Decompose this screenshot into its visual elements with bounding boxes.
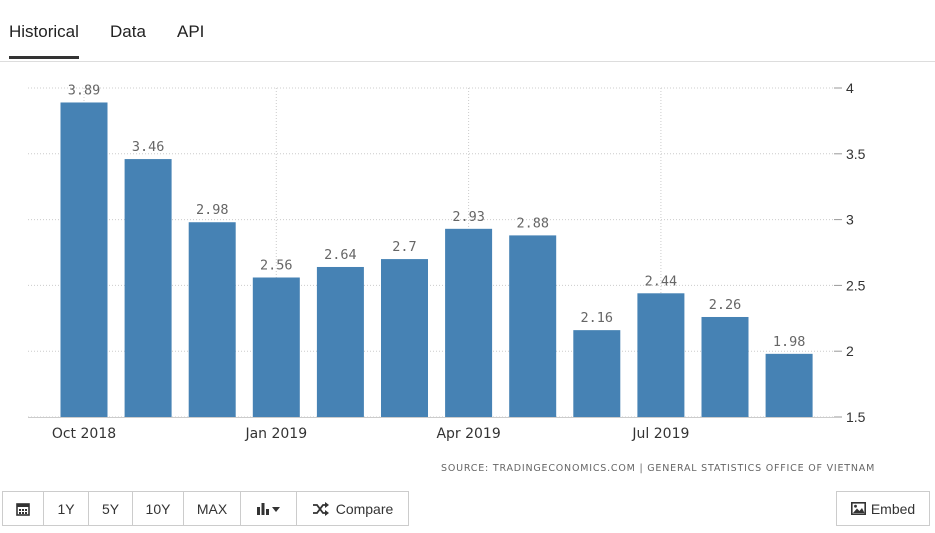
chart-type-button[interactable] — [240, 491, 297, 526]
bar-value-label: 2.7 — [392, 239, 416, 255]
bar — [188, 222, 236, 417]
y-tick-label: 4 — [846, 80, 854, 96]
image-icon — [850, 502, 866, 515]
bar — [701, 316, 749, 417]
bar — [316, 266, 364, 417]
bar-value-label: 2.44 — [645, 273, 678, 289]
embed-label: Embed — [870, 500, 916, 517]
y-tick-label: 2.5 — [846, 277, 866, 293]
bar-value-label: 1.98 — [773, 334, 806, 350]
bar-chart-icon — [256, 502, 280, 515]
bar-value-label: 2.16 — [581, 310, 614, 326]
compare-button[interactable]: Compare — [296, 491, 409, 526]
bar-value-label: 2.98 — [196, 202, 229, 218]
bar-value-label: 2.64 — [324, 247, 357, 263]
range-max-button[interactable]: MAX — [183, 491, 241, 526]
source-note: SOURCE: TRADINGECONOMICS.COM | GENERAL S… — [441, 463, 876, 474]
bar — [60, 102, 108, 417]
bar — [381, 259, 428, 417]
tab-api[interactable]: API — [177, 22, 205, 41]
bar — [637, 293, 685, 417]
range-10y-button[interactable]: 10Y — [132, 491, 184, 526]
bar-value-label: 3.89 — [68, 82, 101, 98]
compare-label: Compare — [335, 500, 394, 517]
y-tick-label: 2 — [846, 343, 854, 359]
bar-value-label: 2.56 — [260, 258, 293, 274]
x-tick-label: Jan 2019 — [244, 426, 307, 442]
bar-value-label: 2.26 — [709, 297, 742, 313]
calendar-button[interactable] — [2, 491, 44, 526]
bar — [573, 330, 621, 417]
range-5y-button[interactable]: 5Y — [88, 491, 133, 526]
x-tick-label: Oct 2018 — [52, 426, 116, 442]
calendar-icon — [16, 502, 30, 516]
bar-value-label: 2.88 — [516, 215, 549, 231]
bar-chart: 1.5 2 2.5 3 3.5 4 3.89 3.46 2.98 2.56 2.64 2.7 2.93 2… — [28, 80, 866, 442]
embed-button[interactable]: Embed — [836, 491, 930, 526]
tab-data[interactable]: Data — [110, 22, 146, 41]
x-tick-label: Jul 2019 — [631, 426, 689, 442]
bar — [124, 159, 172, 417]
shuffle-icon — [312, 501, 329, 516]
tab-historical[interactable]: Historical — [9, 22, 79, 59]
bar — [252, 277, 300, 417]
tab-bar: Historical Data API — [0, 0, 935, 62]
chart-toolbar: 1Y 5Y 10Y MAX Compare — [2, 491, 409, 526]
bar-value-label: 3.46 — [132, 139, 165, 155]
bar — [509, 235, 557, 417]
bar — [765, 353, 813, 417]
x-tick-label: Apr 2019 — [436, 426, 500, 442]
y-tick-label: 1.5 — [846, 409, 866, 425]
bar — [445, 228, 493, 417]
y-tick-label: 3.5 — [846, 146, 866, 162]
range-1y-button[interactable]: 1Y — [43, 491, 89, 526]
y-tick-label: 3 — [846, 212, 854, 228]
bar-value-label: 2.93 — [452, 209, 485, 225]
